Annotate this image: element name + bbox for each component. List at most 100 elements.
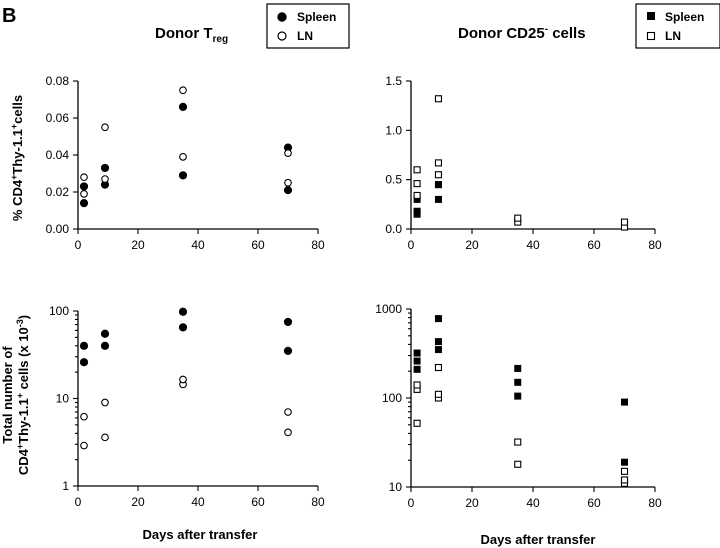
ln-point [101, 398, 109, 407]
spleen-point [514, 392, 522, 400]
legend-right-ln-marker [646, 31, 656, 41]
ln-point [101, 433, 109, 442]
ln-point [101, 123, 109, 132]
ln-point [413, 419, 421, 427]
ln-point [179, 375, 187, 384]
y-tick-label: 0.04 [46, 148, 70, 162]
legend-right-spleen-label: Spleen [665, 10, 704, 24]
y-tick-label: 0.5 [385, 173, 402, 187]
x-tick-label: 80 [648, 496, 662, 510]
x-tick-label: 60 [587, 496, 601, 510]
spleen-point [79, 182, 89, 191]
ylabel-bottom-line2: CD4+Thy-1.1+ cells (x 10-3) [15, 315, 31, 475]
spleen-point [413, 207, 421, 215]
x-tick-label: 0 [408, 496, 415, 510]
x-tick-label: 40 [191, 238, 205, 252]
y-tick-label: 1.5 [385, 74, 402, 88]
x-tick-label: 80 [648, 238, 662, 252]
panel-cd25-percent: 0 20 40 60 80 0.0 0.5 1.0 1.5 [385, 74, 662, 252]
y-tick-label: 0.00 [46, 222, 70, 236]
y-tick-label: 100 [49, 304, 69, 318]
x-tick-label: 20 [465, 238, 479, 252]
spleen-point [178, 323, 188, 332]
ylabel-top: % CD4+Thy-1.1+cells [9, 95, 25, 221]
x-tick-label: 40 [526, 496, 540, 510]
x-tick-label: 60 [251, 495, 265, 509]
ln-point [284, 408, 292, 416]
ln-point [101, 175, 109, 183]
y-tick-label: 0.08 [46, 74, 70, 88]
panel-cd25-total: 0 20 40 60 80 10 100 1000 [375, 302, 662, 510]
spleen-point [514, 364, 522, 372]
x-tick-label: 60 [587, 238, 601, 252]
x-tick-label: 40 [191, 495, 205, 509]
xlabel-right: Days after transfer [481, 532, 596, 547]
spleen-point [621, 458, 628, 466]
x-tick-label: 20 [465, 496, 479, 510]
ln-point [434, 363, 443, 372]
spleen-point [514, 378, 522, 386]
ln-point [284, 178, 292, 187]
spleen-point [413, 349, 421, 357]
ln-point [80, 412, 88, 421]
legend-right-box [635, 3, 720, 49]
ln-point [620, 476, 629, 484]
legend-left-ln-label: LN [297, 29, 313, 43]
ln-point [434, 171, 443, 179]
spleen-point [413, 195, 421, 203]
x-tick-label: 60 [251, 238, 265, 252]
legend-right: Spleen LN [635, 3, 720, 49]
y-tick-label: 10 [389, 480, 403, 494]
spleen-point [79, 358, 89, 367]
x-tick-label: 0 [75, 238, 82, 252]
ln-point [284, 428, 292, 437]
ln-point [514, 214, 522, 222]
ln-point [413, 180, 421, 188]
legend-left-box [266, 3, 350, 49]
ln-point [284, 149, 292, 157]
y-tick-label: 10 [56, 392, 70, 406]
spleen-point [100, 341, 110, 350]
spleen-point [283, 317, 293, 327]
ln-point [434, 95, 443, 103]
spleen-point [621, 398, 628, 406]
right-title: Donor CD25- cells [458, 24, 586, 42]
y-tick-label: 0.02 [46, 185, 70, 199]
spleen-point [434, 315, 442, 323]
x-tick-label: 40 [526, 238, 540, 252]
spleen-point [283, 346, 293, 355]
panel-treg-total: 0 20 40 60 80 1 10 100 [49, 304, 325, 509]
spleen-point [178, 171, 188, 180]
spleen-point [413, 357, 421, 365]
legend-left-ln-marker [277, 31, 287, 41]
ln-point [514, 438, 522, 446]
ln-point [434, 390, 443, 398]
x-tick-label: 20 [131, 238, 145, 252]
spleen-point [100, 163, 110, 173]
ln-point [80, 173, 88, 182]
spleen-point [434, 195, 442, 203]
legend-right-spleen-marker [647, 12, 655, 20]
spleen-point [79, 199, 89, 208]
legend-left-spleen-label: Spleen [297, 10, 336, 24]
spleen-point [283, 186, 293, 195]
ln-point [413, 381, 421, 389]
spleen-point [434, 338, 442, 346]
ln-point [80, 441, 88, 450]
ln-point [179, 153, 187, 161]
ln-point [80, 190, 88, 198]
spleen-point [434, 346, 442, 354]
x-tick-label: 80 [311, 238, 325, 252]
ln-point [413, 191, 421, 200]
y-tick-label: 100 [382, 391, 402, 405]
spleen-point [178, 307, 188, 316]
y-tick-label: 1000 [375, 302, 402, 316]
panel-treg-percent: 0 20 40 60 80 0.00 0.02 0.04 0.06 0.08 [46, 74, 325, 252]
x-tick-label: 0 [408, 238, 415, 252]
spleen-point [178, 102, 188, 112]
spleen-point [100, 329, 110, 338]
legend-right-ln-label: LN [665, 29, 681, 43]
left-title: Donor Treg [155, 25, 228, 45]
panel-letter: B [2, 5, 16, 27]
